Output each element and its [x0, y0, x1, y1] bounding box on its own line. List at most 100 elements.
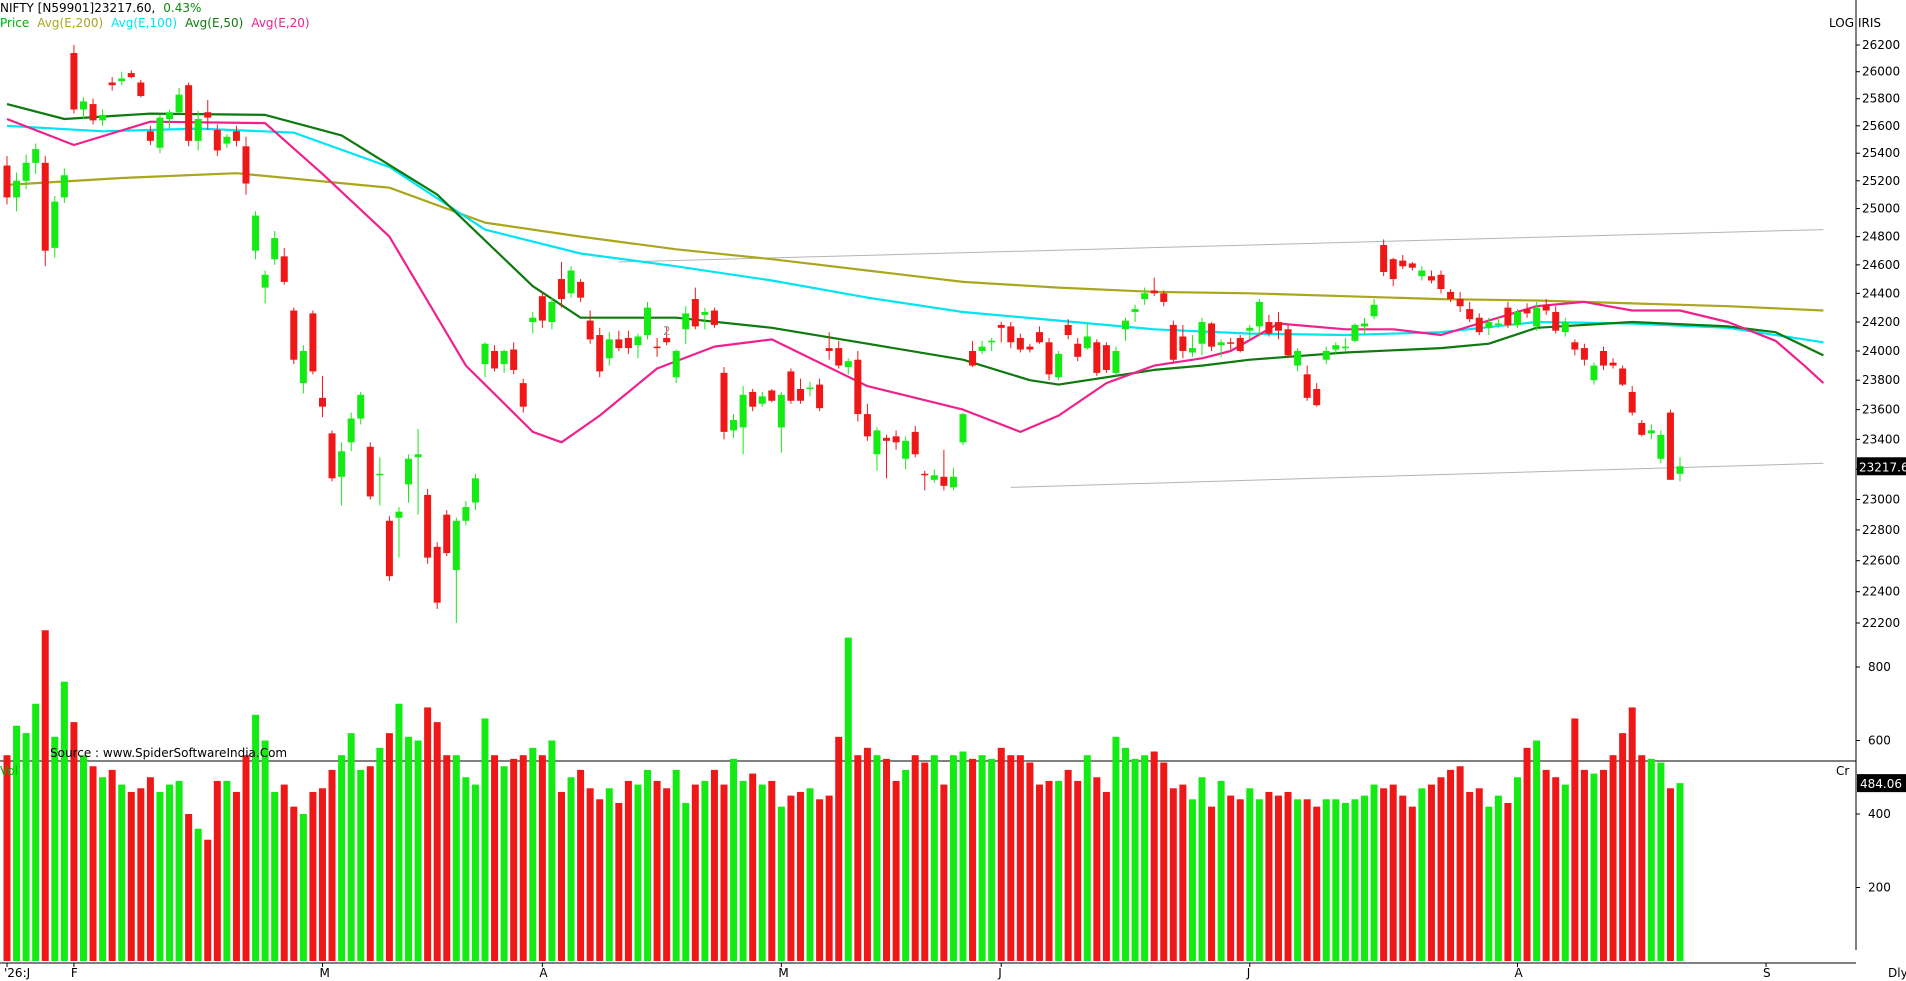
candle: [1341, 337, 1349, 351]
candle: [1332, 342, 1340, 354]
candle-body: [557, 279, 565, 300]
time-tick-label: M: [319, 966, 329, 980]
candle: [988, 337, 996, 351]
candle: [796, 378, 804, 404]
candle-body: [567, 270, 575, 294]
candle-body: [1475, 317, 1483, 333]
volume-bar: [605, 788, 613, 961]
candle-body: [730, 420, 738, 431]
candle-body: [1074, 343, 1082, 357]
candle: [1485, 317, 1493, 336]
volume-bar: [1341, 802, 1349, 961]
candle-body: [1399, 260, 1407, 267]
candle-body: [347, 418, 355, 443]
candle-body: [443, 514, 451, 553]
candle: [1160, 290, 1168, 307]
time-tick-label: J: [997, 966, 1002, 980]
volume-bar: [232, 791, 240, 961]
volume-bar: [1007, 755, 1015, 961]
candle-body: [1198, 322, 1206, 344]
candle: [777, 391, 785, 453]
candle: [1523, 303, 1531, 318]
candle: [385, 516, 393, 581]
candle: [127, 70, 135, 79]
volume-bar: [1208, 806, 1216, 961]
price-tick-label: 24000: [1862, 344, 1900, 358]
candle: [921, 470, 929, 491]
candle: [902, 436, 910, 470]
candle-body: [1542, 304, 1550, 311]
volume-bar: [70, 722, 78, 961]
log-toggle[interactable]: LOG: [1829, 16, 1854, 30]
candle-body: [223, 136, 231, 144]
candle-body: [806, 387, 814, 390]
candle-body: [1208, 323, 1216, 347]
candle-body: [796, 389, 804, 401]
candle-body: [1007, 326, 1015, 343]
iris-label[interactable]: IRIS: [1858, 16, 1881, 30]
candle-body: [854, 359, 862, 415]
candle: [1600, 346, 1608, 370]
candle: [557, 262, 565, 308]
price-tick-label: 25200: [1862, 174, 1900, 188]
candle: [1169, 320, 1177, 363]
volume-bar: [1131, 758, 1139, 961]
volume-bar: [930, 755, 938, 961]
candle-body: [940, 476, 948, 486]
volume-bar: [1188, 799, 1196, 961]
volume-bar: [691, 784, 699, 961]
candle-body: [108, 82, 116, 86]
candle: [1628, 386, 1636, 416]
candle-body: [988, 340, 996, 343]
volume-bar: [1408, 806, 1416, 961]
candle-body: [1533, 307, 1541, 327]
volume-bar: [1427, 784, 1435, 961]
volume-bar: [959, 751, 967, 961]
candle-body: [500, 350, 508, 365]
candle: [491, 345, 499, 372]
price-tick-label: 23400: [1862, 432, 1900, 446]
candle-body: [1265, 322, 1273, 334]
candle: [252, 211, 260, 260]
volume-bar: [1456, 766, 1464, 961]
volume-bar: [481, 718, 489, 961]
candle: [328, 430, 336, 482]
symbol-label: NIFTY [N59901]: [0, 1, 94, 15]
candle: [51, 196, 59, 258]
candle-body: [1303, 374, 1311, 398]
candle-body: [1332, 345, 1340, 350]
legend-ema20: Avg(E,20): [251, 16, 309, 30]
candle-body: [1504, 307, 1512, 325]
volume-bar: [730, 758, 738, 961]
volume-bar: [634, 784, 642, 961]
volume-bar: [32, 703, 40, 961]
price-tick-label: 24600: [1862, 258, 1900, 272]
volume-panel-label: Vol: [0, 764, 18, 778]
candle-body: [1169, 324, 1177, 360]
candle: [644, 301, 652, 340]
timeframe-label[interactable]: Dly: [1888, 966, 1906, 980]
candle-body: [481, 343, 489, 365]
volume-bar: [223, 780, 231, 961]
volume-bar: [290, 806, 298, 961]
candle: [232, 125, 240, 147]
candle-body: [892, 436, 900, 443]
volume-bar: [672, 769, 680, 961]
candle-body: [1045, 342, 1053, 375]
candle-body: [816, 384, 824, 409]
volume-bar: [156, 791, 164, 961]
volume-bar: [978, 755, 986, 961]
candle-body: [1494, 323, 1502, 325]
volume-bar: [443, 755, 451, 961]
volume-bar: [22, 733, 30, 961]
volume-bar: [1380, 788, 1388, 961]
candle-body: [1447, 291, 1455, 300]
volume-bar: [1513, 777, 1521, 961]
volume-bar: [1102, 791, 1110, 961]
volume-bar: [405, 736, 413, 961]
candle-body: [366, 446, 374, 497]
candle: [969, 340, 977, 368]
candle-body: [605, 339, 613, 359]
candle-body: [1351, 324, 1359, 341]
